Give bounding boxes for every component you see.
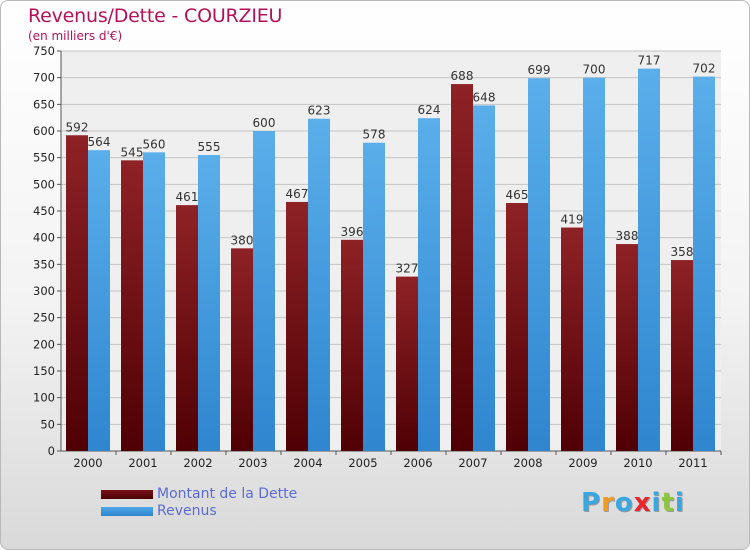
data-label-revenus: 600 [253,116,276,130]
bar-dette [561,227,583,451]
x-tick-label: 2004 [293,456,322,470]
logo-letter: r [601,488,615,518]
y-tick-label: 650 [33,97,55,111]
data-label-revenus: 555 [198,140,221,154]
chart-title: Revenus/Dette - COURZIEU [28,5,283,27]
logo-letter: P [581,488,602,518]
data-label-revenus: 623 [308,104,331,118]
logo-letter: o [614,488,634,518]
y-tick-label: 600 [33,124,55,138]
bar-dette [231,248,253,451]
bar-dette [286,201,308,451]
y-tick-label: 100 [33,391,55,405]
legend-label-revenus: Revenus [157,503,217,519]
x-tick-label: 2010 [623,456,652,470]
y-tick-label: 200 [33,337,55,351]
data-label-dette: 396 [341,225,364,239]
bar-revenus [253,131,275,451]
x-tick-label: 2003 [238,456,267,470]
bar-dette [396,276,418,451]
bar-revenus [638,68,660,451]
bar-revenus [528,78,550,451]
plot-area [61,51,721,451]
x-tick-label: 2001 [128,456,157,470]
data-label-dette: 327 [396,262,419,276]
x-tick-label: 2007 [458,456,487,470]
y-tick-label: 150 [33,364,55,378]
logo-letter: x [633,488,652,518]
legend-swatch-revenus [101,507,153,516]
data-label-revenus: 564 [88,135,111,149]
data-label-revenus: 560 [143,137,166,151]
bar-revenus [143,152,165,452]
bar-dette [121,160,143,452]
bar-revenus [583,77,605,452]
y-tick-label: 500 [33,177,55,191]
x-tick-label: 2002 [183,456,212,470]
data-label-dette: 380 [231,233,254,247]
y-tick-label: 400 [33,231,55,245]
y-tick-label: 550 [33,151,55,165]
bar-dette [451,84,473,452]
bar-dette [176,205,198,451]
logo-letter: i [674,488,685,518]
x-tick-label: 2006 [403,456,432,470]
data-label-dette: 461 [176,190,199,204]
y-tick-label: 700 [33,71,55,85]
data-label-revenus: 702 [693,62,716,76]
proxiti-logo: Proxiti [581,488,685,518]
bar-dette [671,260,693,451]
data-label-dette: 465 [506,188,529,202]
y-tick-label: 300 [33,284,55,298]
chart-subtitle: (en milliers d'€) [28,29,123,43]
y-tick-label: 250 [33,311,55,325]
y-tick-label: 0 [48,444,55,458]
y-tick-label: 750 [33,44,55,58]
bar-revenus [198,155,220,451]
logo-letter: i [651,488,662,518]
bar-revenus [418,118,440,451]
bar-dette [506,203,528,451]
data-label-dette: 545 [121,145,144,159]
bar-revenus [308,118,330,451]
bar-dette [616,244,638,451]
y-tick-label: 350 [33,257,55,271]
data-label-dette: 419 [561,213,584,227]
legend-label-dette: Montant de la Dette [157,486,298,502]
data-label-revenus: 578 [363,128,386,142]
bar-revenus [88,150,110,451]
logo-letter: t [661,488,675,518]
data-label-dette: 358 [671,245,694,259]
bar-dette [66,135,88,451]
bar-dette [341,239,363,451]
data-label-revenus: 648 [473,90,496,104]
bar-revenus [693,76,715,451]
x-tick-label: 2008 [513,456,542,470]
data-label-dette: 467 [286,187,309,201]
bar-revenus [473,105,495,452]
data-label-dette: 388 [616,229,639,243]
data-label-dette: 688 [451,69,474,83]
data-label-revenus: 624 [418,103,441,117]
legend-swatch-dette [101,490,153,499]
bar-revenus [363,142,385,451]
x-tick-label: 2011 [678,456,707,470]
data-label-revenus: 717 [638,54,661,68]
x-tick-label: 2005 [348,456,377,470]
x-tick-label: 2000 [73,456,102,470]
data-label-revenus: 700 [583,63,606,77]
y-tick-label: 50 [40,417,55,431]
x-tick-label: 2009 [568,456,597,470]
data-label-dette: 592 [66,120,89,134]
data-label-revenus: 699 [528,63,551,77]
y-tick-label: 450 [33,204,55,218]
